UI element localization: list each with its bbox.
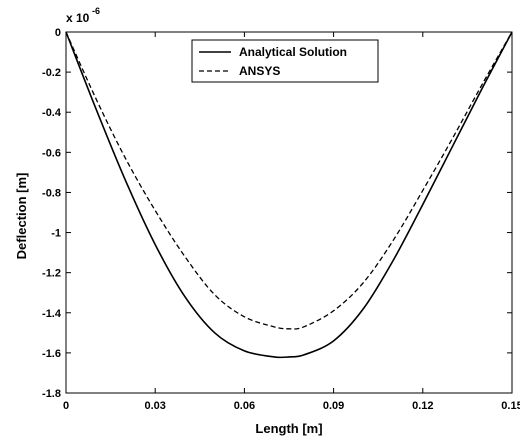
y-multiplier-label: x 10 (66, 11, 90, 25)
y-tick-label: -0.2 (42, 67, 61, 79)
legend: Analytical Solution ANSYS (191, 39, 379, 83)
series-line-analytical (65, 31, 513, 359)
legend-label-ansys: ANSYS (239, 64, 280, 78)
x-tick-label: 0.15 (501, 400, 520, 412)
x-tick-label: 0 (63, 400, 69, 412)
y-tick-label: -1.6 (42, 348, 61, 360)
y-tick-label: -0.4 (42, 107, 62, 119)
y-tick-group: 0 -0.2 -0.4 -0.6 -0.8 -1 -1.2 -1.4 -1.6 -1.8 (42, 27, 512, 400)
legend-box (191, 39, 379, 83)
x-tick-group: 0 0.03 0.06 0.09 0.12 0.15 (63, 32, 520, 412)
y-tick-label: -0.6 (42, 147, 61, 159)
y-axis-label: Deflection [m] (14, 173, 29, 260)
y-tick-label: 0 (55, 27, 61, 39)
x-tick-label: 0.03 (144, 400, 165, 412)
y-tick-label: -1.4 (42, 308, 62, 320)
x-tick-label: 0.12 (412, 400, 433, 412)
x-tick-label: 0.09 (323, 400, 344, 412)
x-tick-label: 0.06 (234, 400, 255, 412)
y-exponent-label: -6 (92, 6, 100, 16)
series-line-ansys (65, 31, 513, 330)
y-tick-label: -1 (51, 228, 61, 240)
x-axis-label: Length [m] (255, 421, 322, 436)
series-lines (65, 31, 513, 359)
y-tick-label: -1.2 (42, 268, 61, 280)
legend-label-analytical: Analytical Solution (239, 45, 347, 59)
y-tick-label: -0.8 (42, 187, 61, 199)
plot-frame (65, 31, 513, 394)
y-tick-label: -1.8 (42, 388, 61, 400)
